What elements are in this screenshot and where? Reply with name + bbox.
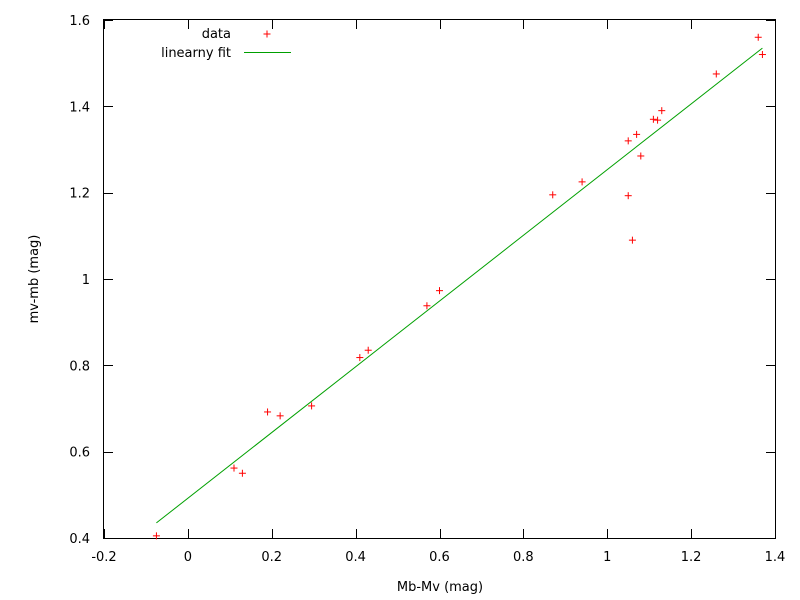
x-tick-label: 0.4	[345, 550, 366, 565]
legend: data linearny fit	[161, 27, 291, 61]
legend-marker-data	[263, 30, 271, 38]
data-point	[637, 152, 645, 160]
data-point	[364, 346, 372, 354]
y-tick-label: 0.4	[69, 532, 90, 547]
x-tick-label: 1.2	[681, 550, 702, 565]
legend-plus-marker	[263, 30, 271, 38]
x-tick-label: 1	[603, 550, 611, 565]
data-point	[754, 33, 762, 41]
data-point	[549, 191, 557, 199]
axis-ticks: -0.2 0 0.2 0.4 0.6 0.8 1 1.2 1.4 0.4 0.6 0.8 1 1.2 1.4…	[69, 14, 785, 565]
data-point	[649, 115, 657, 123]
data-point	[308, 402, 316, 410]
x-tick-label: 0.6	[429, 550, 450, 565]
x-tick-label: 1.4	[765, 550, 786, 565]
data-point	[152, 532, 160, 540]
x-tick-label: -0.2	[91, 550, 116, 565]
data-point	[712, 70, 720, 78]
data-point	[230, 464, 238, 472]
data-point	[624, 137, 632, 145]
data-point	[578, 178, 586, 186]
legend-label-data: data	[202, 27, 231, 42]
y-tick-label: 1	[82, 273, 90, 288]
fit-layer	[156, 47, 763, 524]
fit-line	[156, 47, 763, 524]
x-tick-label: 0	[184, 550, 192, 565]
data-point	[264, 408, 272, 416]
data-point	[758, 51, 766, 59]
data-point	[276, 412, 284, 420]
x-tick-label: 0.8	[513, 550, 534, 565]
data-point	[356, 354, 364, 362]
y-tick-label: 1.4	[69, 100, 90, 115]
data-point	[423, 302, 431, 310]
x-tick-label: 0.2	[261, 550, 282, 565]
data-point	[658, 107, 666, 115]
plot-frame	[103, 19, 776, 539]
data-point	[238, 469, 246, 477]
y-tick-label: 0.6	[69, 446, 90, 461]
x-axis-label: Mb-Mv (mag)	[397, 580, 483, 595]
y-tick-label: 0.8	[69, 359, 90, 374]
data-point	[624, 192, 632, 200]
data-point	[654, 116, 662, 124]
legend-label-fit: linearny fit	[161, 46, 231, 61]
y-axis-label: mv-mb (mag)	[27, 235, 42, 324]
data-point	[436, 287, 443, 295]
data-point	[628, 236, 636, 244]
y-tick-label: 1.6	[69, 14, 90, 29]
data-point	[633, 130, 641, 138]
points-layer	[152, 33, 766, 540]
y-tick-label: 1.2	[69, 187, 90, 202]
